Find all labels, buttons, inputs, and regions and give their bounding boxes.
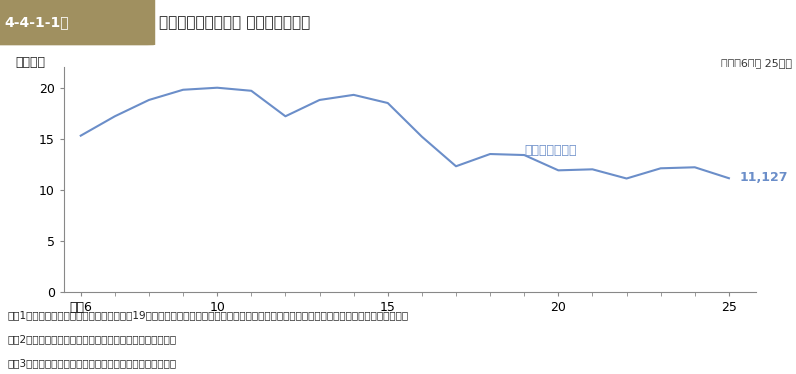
Text: （平成6年～ 25年）: （平成6年～ 25年） [721,58,792,68]
Text: 覚せい剤取締法: 覚せい剤取締法 [525,144,577,157]
FancyBboxPatch shape [0,0,155,45]
Text: 4-4-1-1図: 4-4-1-1図 [4,15,68,30]
Text: 3　警察のほか，特別司法警察員が検挙した者を含む。: 3 警察のほか，特別司法警察員が検挙した者を含む。 [8,358,177,368]
Text: 注　1　内閣府の資料による。ただし，平成19年までは，厚生労働省医薬食品局，警察庁刑事局及び海上保安庁警備救難部の各資料による。: 注 1 内閣府の資料による。ただし，平成19年までは，厚生労働省医薬食品局，警察… [8,310,409,321]
Text: （千人）: （千人） [15,56,45,69]
Text: 覚せい剤取締法違反 検挙人員の推移: 覚せい剤取締法違反 検挙人員の推移 [159,15,310,30]
Text: 2　覚せい剤に係る麻薬特例法違反の検挙人員を含む。: 2 覚せい剤に係る麻薬特例法違反の検挙人員を含む。 [8,334,177,344]
Text: 11,127: 11,127 [739,171,788,184]
